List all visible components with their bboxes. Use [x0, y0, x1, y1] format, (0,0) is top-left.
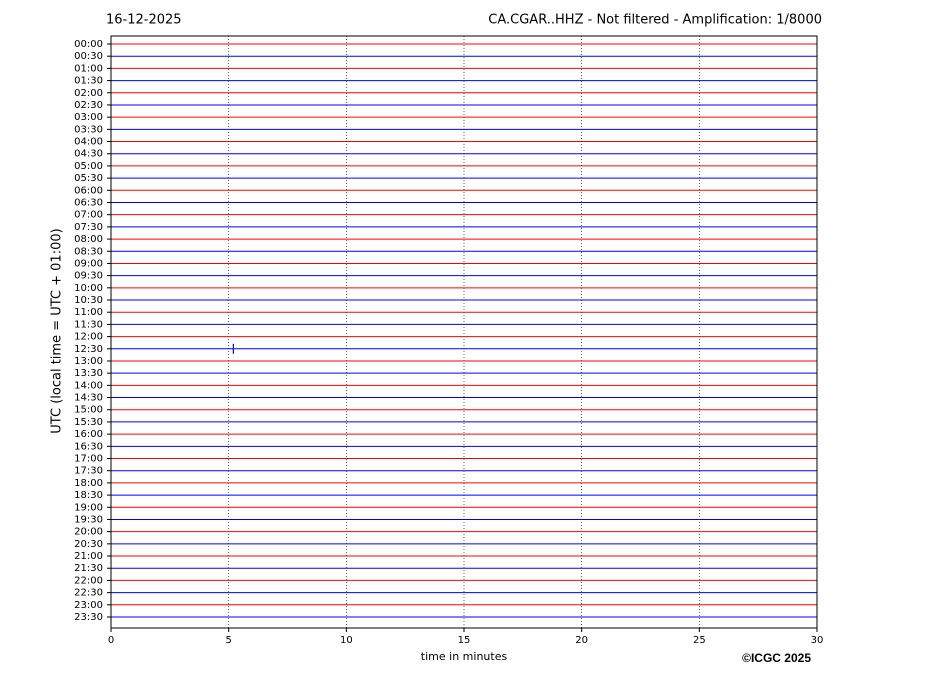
x-tick-label: 25 [693, 635, 706, 646]
y-tick-label: 23:30 [74, 612, 103, 623]
x-axis-label: time in minutes [421, 650, 508, 663]
y-tick-label: 08:00 [74, 234, 103, 245]
y-tick-label: 20:00 [74, 527, 103, 538]
y-tick-label: 01:30 [74, 76, 103, 87]
y-tick-label: 17:30 [74, 466, 103, 477]
y-tick-label: 21:30 [74, 563, 103, 574]
y-tick-label: 15:00 [74, 405, 103, 416]
y-tick-label: 19:30 [74, 514, 103, 525]
y-tick-label: 07:30 [74, 222, 103, 233]
y-tick-label: 18:00 [74, 478, 103, 489]
y-tick-label: 20:30 [74, 539, 103, 550]
y-tick-label: 13:00 [74, 356, 103, 367]
y-tick-label: 02:30 [74, 100, 103, 111]
chart-title: CA.CGAR..HHZ - Not filtered - Amplificat… [488, 13, 822, 28]
y-axis-label: UTC (local time = UTC + 01:00) [50, 228, 65, 433]
y-tick-label: 06:00 [74, 185, 103, 196]
y-tick-label: 04:00 [74, 137, 103, 148]
y-tick-label: 18:30 [74, 490, 103, 501]
y-tick-label: 23:00 [74, 600, 103, 611]
y-tick-label: 15:30 [74, 417, 103, 428]
credit: ©ICGC 2025 [742, 651, 811, 665]
x-tick-label: 5 [225, 635, 231, 646]
y-tick-label: 22:30 [74, 588, 103, 599]
y-tick-label: 00:00 [74, 39, 103, 50]
y-tick-label: 14:00 [74, 380, 103, 391]
y-tick-label: 17:00 [74, 454, 103, 465]
y-tick-label: 11:00 [74, 307, 103, 318]
x-tick-label: 30 [811, 635, 824, 646]
y-tick-label: 16:00 [74, 429, 103, 440]
y-tick-label: 14:30 [74, 393, 103, 404]
y-tick-label: 04:30 [74, 149, 103, 160]
y-tick-label: 07:00 [74, 210, 103, 221]
y-tick-label: 13:30 [74, 368, 103, 379]
x-tick-label: 10 [340, 635, 353, 646]
y-tick-label: 22:00 [74, 575, 103, 586]
plot-frame [110, 35, 818, 629]
y-tick-label: 03:30 [74, 124, 103, 135]
y-tick-label: 00:30 [74, 51, 103, 62]
y-tick-label: 01:00 [74, 63, 103, 74]
y-tick-label: 16:30 [74, 441, 103, 452]
y-tick-label: 10:00 [74, 283, 103, 294]
y-tick-label: 03:00 [74, 112, 103, 123]
y-tick-label: 08:30 [74, 246, 103, 257]
y-tick-label: 05:00 [74, 161, 103, 172]
y-tick-label: 02:00 [74, 88, 103, 99]
y-tick-label: 05:30 [74, 173, 103, 184]
x-tick-label: 15 [458, 635, 471, 646]
y-tick-label: 21:00 [74, 551, 103, 562]
y-tick-label: 06:30 [74, 197, 103, 208]
y-tick-label: 12:00 [74, 332, 103, 343]
y-tick-label: 09:00 [74, 258, 103, 269]
y-tick-label: 09:30 [74, 271, 103, 282]
y-tick-label: 10:30 [74, 295, 103, 306]
date: 16-12-2025 [106, 13, 182, 28]
x-tick-label: 20 [575, 635, 588, 646]
y-tick-label: 12:30 [74, 344, 103, 355]
x-tick-label: 0 [108, 635, 114, 646]
y-tick-label: 11:30 [74, 319, 103, 330]
y-tick-label: 19:00 [74, 502, 103, 513]
